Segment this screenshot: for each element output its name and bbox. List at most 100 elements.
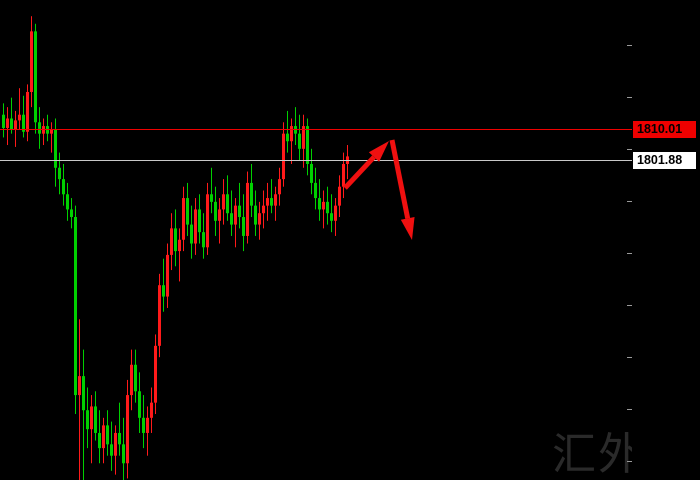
candle-body [106, 425, 109, 445]
candle-body [338, 186, 341, 206]
candle-wick [211, 167, 212, 214]
candle-body [134, 364, 137, 392]
candle-body [214, 201, 217, 221]
axis-tick [627, 45, 632, 46]
candle-body [166, 254, 169, 297]
candle-body [10, 118, 13, 130]
candle-body [174, 228, 177, 252]
up-arrow [343, 141, 389, 190]
candle-body [330, 213, 333, 221]
candle-body [118, 432, 121, 445]
candle-body [218, 209, 221, 221]
candle-body [86, 410, 89, 430]
candle-body [298, 133, 301, 149]
candle-body [162, 285, 165, 297]
candle-body [230, 213, 233, 225]
arrow-shaft [343, 155, 376, 190]
axis-tick [627, 461, 632, 462]
candle-body [114, 432, 117, 456]
candle-body [278, 179, 281, 195]
candle-body [254, 205, 257, 225]
candle-wick [287, 110, 288, 153]
candle-body [14, 120, 17, 130]
candle-wick [271, 179, 272, 214]
candle-body [286, 133, 289, 142]
down-arrow [389, 139, 415, 240]
candle-body [2, 114, 5, 128]
price-scale[interactable]: 1832.401818.601804.801791.201777.401763.… [632, 0, 700, 480]
candle-wick [119, 402, 120, 456]
candle-body [70, 209, 73, 218]
candle-wick [179, 228, 180, 282]
candle-body [62, 179, 65, 195]
candle-body [130, 364, 133, 396]
current-price-tag: 1801.88 [633, 152, 696, 169]
candle-body [142, 417, 145, 433]
candle-body [250, 182, 253, 206]
candle-body [90, 406, 93, 430]
candle-body [206, 194, 209, 248]
candle-wick [11, 97, 12, 134]
axis-tick [627, 409, 632, 410]
candle-wick [51, 122, 52, 153]
candle-body [38, 122, 41, 134]
candle-body [342, 163, 345, 187]
candle-body [34, 31, 37, 123]
candle-body [282, 133, 285, 180]
candle-body [198, 209, 201, 233]
resistance-line [0, 129, 632, 130]
arrow-shaft [389, 139, 411, 219]
candle-body [74, 217, 77, 396]
candle-body [154, 345, 157, 403]
candle-wick [331, 194, 332, 233]
candle-body [122, 444, 125, 464]
candle-body [190, 224, 193, 244]
candle-wick [19, 88, 20, 130]
candle-body [210, 194, 213, 202]
candle-body [58, 167, 61, 180]
candle-body [290, 126, 293, 142]
resistance-price-tag: 1810.01 [633, 121, 696, 138]
candle-body [138, 391, 141, 418]
candle-body [306, 126, 309, 164]
candle-body [30, 31, 33, 92]
candle-body [6, 118, 9, 128]
candle-body [238, 205, 241, 218]
candle-body [82, 376, 85, 411]
candle-body [102, 425, 105, 449]
candle-body [26, 91, 29, 132]
candle-body [22, 114, 25, 132]
candle-body [302, 126, 305, 149]
candle-body [274, 194, 277, 206]
axis-tick [627, 305, 632, 306]
axis-tick [627, 357, 632, 358]
candle-body [246, 182, 249, 236]
candle-body [170, 228, 173, 255]
candle-body [110, 444, 113, 456]
candle-body [150, 402, 153, 418]
candle-body [310, 163, 313, 183]
annotation-layer [343, 139, 415, 240]
axis-tick [627, 97, 632, 98]
arrow-head [400, 217, 415, 240]
candle-wick [83, 349, 84, 480]
candle-body [226, 194, 229, 214]
candle-body [146, 417, 149, 433]
candle-body [222, 194, 225, 210]
candle-body [322, 201, 325, 210]
candle-body [262, 205, 265, 214]
crosshair-line [0, 160, 632, 161]
axis-tick [627, 201, 632, 202]
candle-body [182, 198, 185, 240]
arrow-head [368, 141, 389, 162]
axis-tick [627, 149, 632, 150]
candle-body [326, 201, 329, 214]
candle-body [18, 114, 21, 121]
candle-body [318, 198, 321, 210]
candle-body [186, 198, 189, 225]
candle-body [314, 182, 317, 199]
candle-body [202, 232, 205, 248]
candle-body [98, 432, 101, 449]
candle-body [242, 217, 245, 236]
chart-plot-area[interactable] [0, 0, 632, 480]
